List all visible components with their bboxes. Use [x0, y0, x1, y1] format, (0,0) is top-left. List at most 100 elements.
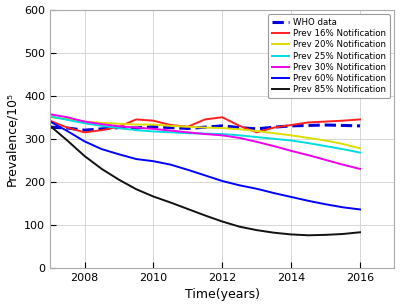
Prev 16% Notification [65, 126, 70, 130]
Prev 60% Notification [237, 184, 242, 187]
Prev 20% Notification [99, 121, 104, 125]
Prev 85% Notification [358, 231, 362, 234]
Prev 20% Notification [358, 146, 362, 150]
Prev 60% Notification [116, 153, 121, 156]
Prev 30% Notification [186, 130, 190, 134]
Prev 60% Notification [254, 187, 259, 191]
Prev 30% Notification [323, 158, 328, 162]
Prev 16% Notification [48, 119, 52, 122]
Prev 85% Notification [237, 225, 242, 228]
Prev 85% Notification [48, 124, 52, 128]
Prev 85% Notification [272, 231, 276, 235]
Prev 30% Notification [220, 134, 225, 137]
Prev 25% Notification [186, 131, 190, 135]
Line: Prev 16% Notification: Prev 16% Notification [50, 117, 360, 132]
Prev 85% Notification [65, 139, 70, 142]
Prev 60% Notification [272, 191, 276, 195]
Prev 20% Notification [134, 123, 138, 126]
Prev 30% Notification [340, 163, 345, 166]
WHO data [254, 127, 259, 131]
Prev 25% Notification [220, 132, 225, 136]
WHO data [99, 127, 104, 131]
Prev 30% Notification [116, 124, 121, 128]
Prev 16% Notification [82, 130, 87, 134]
Prev 20% Notification [116, 122, 121, 126]
Y-axis label: Prevalence/10⁵: Prevalence/10⁵ [6, 92, 18, 186]
Prev 25% Notification [237, 134, 242, 137]
Prev 25% Notification [306, 141, 311, 145]
Prev 16% Notification [186, 125, 190, 129]
Prev 30% Notification [289, 149, 294, 153]
Prev 30% Notification [203, 132, 208, 136]
Prev 85% Notification [289, 233, 294, 236]
Prev 20% Notification [289, 134, 294, 137]
Prev 30% Notification [134, 126, 138, 130]
Prev 85% Notification [151, 195, 156, 198]
Prev 60% Notification [289, 195, 294, 199]
Prev 30% Notification [65, 115, 70, 119]
Prev 25% Notification [323, 144, 328, 148]
Line: Prev 30% Notification: Prev 30% Notification [50, 114, 360, 169]
Prev 60% Notification [65, 129, 70, 133]
Prev 30% Notification [306, 153, 311, 157]
Prev 60% Notification [168, 163, 173, 166]
Line: WHO data: WHO data [50, 125, 360, 130]
Prev 25% Notification [340, 147, 345, 151]
Prev 16% Notification [289, 123, 294, 127]
WHO data [203, 125, 208, 129]
Prev 25% Notification [254, 135, 259, 139]
Prev 16% Notification [237, 124, 242, 128]
WHO data [134, 126, 138, 130]
Prev 30% Notification [272, 144, 276, 148]
Prev 20% Notification [272, 131, 276, 135]
Prev 30% Notification [151, 127, 156, 131]
Prev 16% Notification [116, 125, 121, 129]
Prev 25% Notification [48, 115, 52, 118]
Prev 60% Notification [203, 173, 208, 177]
Prev 85% Notification [340, 232, 345, 236]
Prev 16% Notification [272, 126, 276, 130]
Prev 20% Notification [168, 124, 173, 128]
Prev 25% Notification [289, 139, 294, 142]
Prev 25% Notification [116, 126, 121, 130]
Prev 20% Notification [340, 142, 345, 146]
Prev 85% Notification [186, 207, 190, 211]
Prev 85% Notification [323, 233, 328, 237]
WHO data [272, 125, 276, 129]
Prev 16% Notification [340, 119, 345, 122]
Prev 60% Notification [306, 199, 311, 203]
Prev 25% Notification [99, 124, 104, 128]
WHO data [82, 128, 87, 132]
X-axis label: Time(years): Time(years) [185, 289, 260, 301]
Prev 16% Notification [358, 118, 362, 121]
WHO data [358, 124, 362, 128]
WHO data [237, 126, 242, 130]
Line: Prev 60% Notification: Prev 60% Notification [50, 122, 360, 209]
Line: Prev 85% Notification: Prev 85% Notification [50, 126, 360, 235]
Prev 20% Notification [186, 125, 190, 129]
Prev 85% Notification [168, 201, 173, 204]
Prev 30% Notification [48, 112, 52, 116]
Prev 85% Notification [116, 178, 121, 181]
Prev 60% Notification [323, 202, 328, 206]
WHO data [151, 125, 156, 129]
Prev 85% Notification [254, 228, 259, 232]
Prev 85% Notification [99, 167, 104, 171]
Legend: WHO data, Prev 16% Notification, Prev 20% Notification, Prev 25% Notification, P: WHO data, Prev 16% Notification, Prev 20… [268, 14, 390, 98]
Prev 30% Notification [358, 167, 362, 171]
Prev 60% Notification [151, 159, 156, 163]
WHO data [186, 126, 190, 130]
Prev 16% Notification [306, 121, 311, 124]
Prev 85% Notification [306, 233, 311, 237]
WHO data [289, 124, 294, 128]
Prev 20% Notification [82, 120, 87, 123]
Prev 16% Notification [254, 130, 259, 134]
Prev 20% Notification [151, 123, 156, 126]
Prev 20% Notification [48, 115, 52, 119]
WHO data [48, 125, 52, 129]
Prev 60% Notification [82, 140, 87, 143]
Prev 85% Notification [203, 214, 208, 217]
Prev 20% Notification [203, 126, 208, 130]
Prev 85% Notification [134, 187, 138, 191]
WHO data [168, 126, 173, 130]
